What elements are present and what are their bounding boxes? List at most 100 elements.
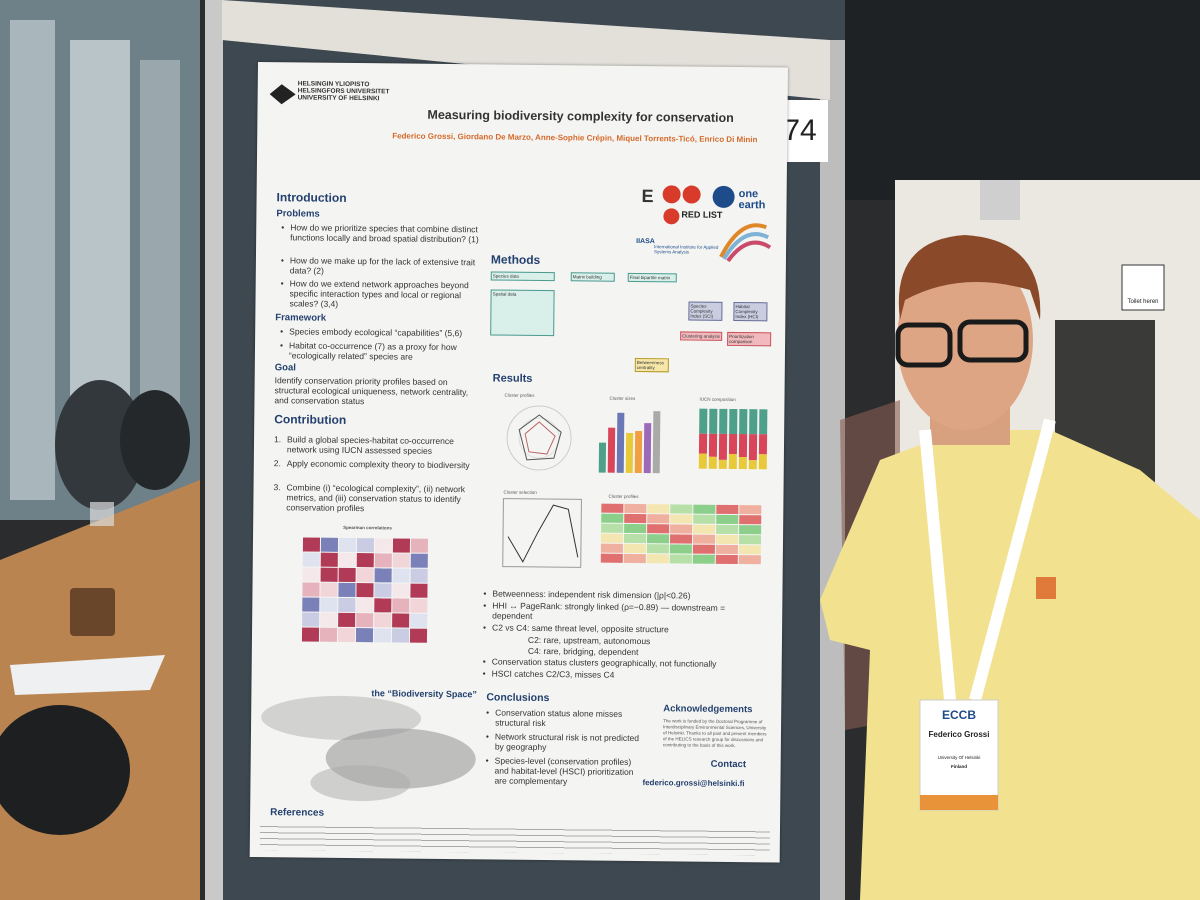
cell <box>355 628 374 643</box>
cell <box>623 543 646 554</box>
cell <box>693 524 716 534</box>
problem: How do we make up for the lack of extens… <box>290 255 480 277</box>
finding: C2 vs C4: same threat level, opposite st… <box>492 622 762 635</box>
cell <box>302 567 320 582</box>
board-frame <box>205 0 223 900</box>
cell <box>708 456 717 469</box>
flow-box: Prioritization comparison <box>727 331 772 347</box>
cell <box>338 537 357 553</box>
finding: Betweenness: independent risk dimension … <box>492 588 762 601</box>
cell <box>718 433 728 460</box>
cell <box>699 408 708 434</box>
sub-heading: Framework <box>275 312 327 324</box>
cell <box>698 433 708 454</box>
conclusion: Network structural risk is not predicted… <box>495 732 645 754</box>
cell <box>601 523 624 533</box>
radar-plot <box>506 405 572 471</box>
cell <box>337 627 356 643</box>
section-heading: Results <box>492 372 533 385</box>
cell <box>320 567 338 582</box>
cell <box>320 537 339 552</box>
cell <box>647 514 670 524</box>
cell <box>709 408 718 434</box>
badge-stripe <box>920 795 998 810</box>
cell <box>693 504 716 514</box>
affiliations <box>297 144 597 147</box>
sign <box>1121 264 1165 311</box>
cell <box>758 454 767 470</box>
flow-box: Clustering analysis <box>680 331 723 341</box>
board-number: 74 <box>783 114 816 147</box>
badge-country: Finland <box>951 764 967 769</box>
cell <box>319 627 338 642</box>
cell <box>391 628 410 643</box>
ceiling <box>840 0 1200 200</box>
glasses <box>957 319 1029 363</box>
cell <box>670 514 693 524</box>
references-text <box>259 824 770 856</box>
flow-box: Betweenness centrality <box>634 357 669 373</box>
contribution-item: Combine (i) “ecological complexity”, (ii… <box>286 482 466 514</box>
cell <box>600 543 623 553</box>
flow-box: Habitat Complexity Index (HCI) <box>733 301 768 322</box>
finding: Conservation status clusters geographica… <box>492 656 762 669</box>
cell <box>670 504 693 514</box>
cell <box>692 534 716 544</box>
cell <box>739 515 762 525</box>
university-logo <box>269 84 296 105</box>
flow-box: Species data <box>490 271 555 282</box>
glass <box>90 502 114 526</box>
cell <box>600 533 624 543</box>
cell <box>624 523 647 534</box>
cell <box>719 408 728 434</box>
flow-box: Final bipartite matrix <box>627 272 677 283</box>
plot-title: Cluster profiles <box>504 392 535 398</box>
flow-box: Matrix building <box>570 272 615 282</box>
cell <box>302 537 321 552</box>
glasses <box>895 322 953 368</box>
cell <box>320 597 338 612</box>
badge-event: ECCB <box>941 708 976 722</box>
cell <box>410 553 428 568</box>
cell <box>728 453 737 470</box>
sign-text: Toilet heren <box>1127 299 1158 305</box>
finding: HSCI catches C2/C3, misses C4 <box>492 668 762 681</box>
cell <box>356 568 374 583</box>
cell <box>374 538 393 553</box>
problem: How do we prioritize species that combin… <box>290 222 480 244</box>
cell <box>749 409 758 435</box>
cell <box>374 553 392 568</box>
cell <box>738 535 762 545</box>
university-line: UNIVERSITY OF HELSINKI <box>297 94 380 103</box>
cell <box>409 628 428 643</box>
cell <box>739 409 748 435</box>
line-plot <box>502 498 582 568</box>
section-heading: Conclusions <box>486 691 550 705</box>
cell <box>302 597 320 612</box>
cell <box>647 504 670 514</box>
cell <box>374 583 392 598</box>
cell <box>338 582 356 598</box>
plot-title: Cluster selection <box>503 489 537 495</box>
logo-text: one earth <box>738 188 766 212</box>
cell <box>716 524 739 535</box>
shirt <box>820 430 1200 900</box>
plot-title: Cluster profiles <box>608 493 639 500</box>
section-heading: References <box>270 807 325 819</box>
cell <box>338 597 356 613</box>
cell <box>669 554 692 564</box>
flow-box: Spatial data <box>490 289 555 337</box>
stacked-plot <box>698 408 768 470</box>
cell <box>716 504 739 515</box>
cell <box>715 544 738 555</box>
cell <box>738 457 747 470</box>
cell <box>715 554 738 565</box>
head <box>897 250 1033 430</box>
profile-heatmap <box>600 503 762 565</box>
logo-text: IIASA <box>636 237 655 246</box>
heatmap <box>301 537 429 643</box>
cell <box>738 545 761 555</box>
hair <box>898 235 1041 320</box>
logo <box>1036 577 1056 599</box>
